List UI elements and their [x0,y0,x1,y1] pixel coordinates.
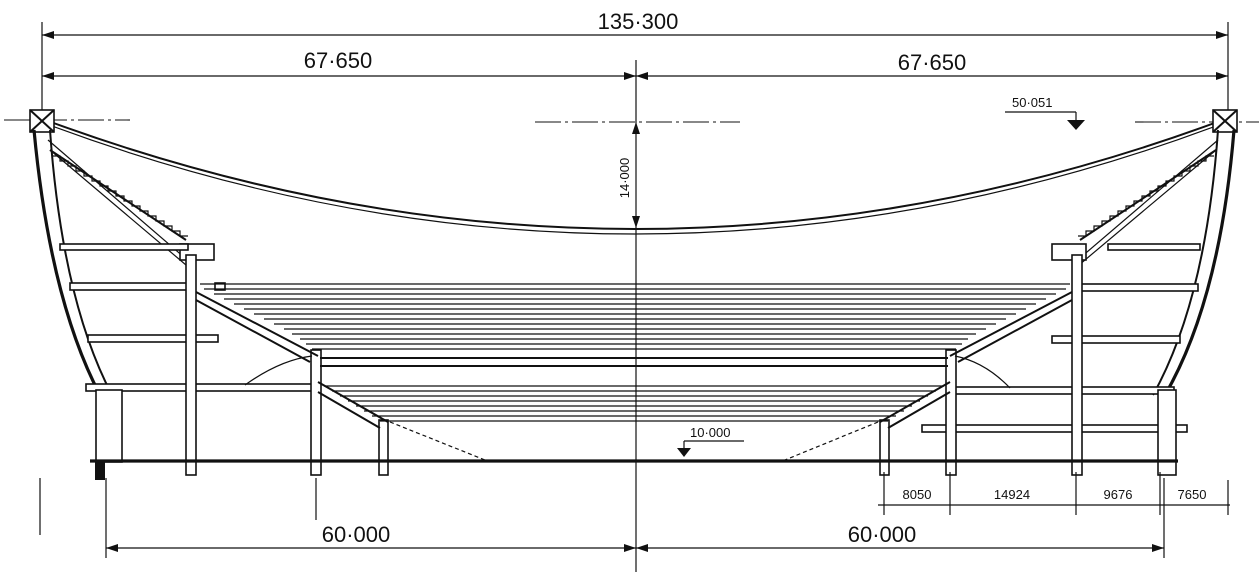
top-elevation-marker: 50·051 [1005,95,1085,130]
roof-cable-upper [39,117,1229,230]
bay-3-label: 9676 [1104,487,1133,502]
left-support-head [29,109,55,133]
right-columns [879,254,1177,476]
bay-4-label: 7650 [1178,487,1207,502]
right-inner-stand [779,291,1073,463]
base-left-label: 60·000 [322,522,391,547]
overall-span-dimension: 135·300 [41,9,1229,110]
half-span-dimension: 67·650 67·650 [42,48,1228,80]
base-dimension: 60·000 60·000 [39,478,1165,558]
sag-dimension: 14·000 [617,122,640,228]
bay-1-label: 8050 [903,487,932,502]
base-right-label: 60·000 [848,522,917,547]
half-span-left-label: 67·650 [304,48,373,73]
right-support-head [1212,109,1238,133]
right-floor-slabs [921,243,1201,433]
overall-span-label: 135·300 [598,9,679,34]
left-columns [95,254,389,480]
right-outer-pylon [1078,129,1236,396]
roof-cable-lower [43,122,1225,235]
left-inner-stand [195,291,491,463]
left-outer-pylon [32,129,187,396]
half-span-right-label: 67·650 [898,50,967,75]
upper-seat-bands [200,283,1070,367]
floor-elevation-marker: 10·000 [677,425,744,457]
bay-2-label: 14924 [994,487,1030,502]
bay-dimensions: 8050 14924 9676 7650 [878,472,1230,515]
lower-seat-bands [324,385,944,422]
floor-elevation-label: 10·000 [690,425,730,440]
sag-label: 14·000 [617,158,632,198]
top-elevation-label: 50·051 [1012,95,1052,110]
